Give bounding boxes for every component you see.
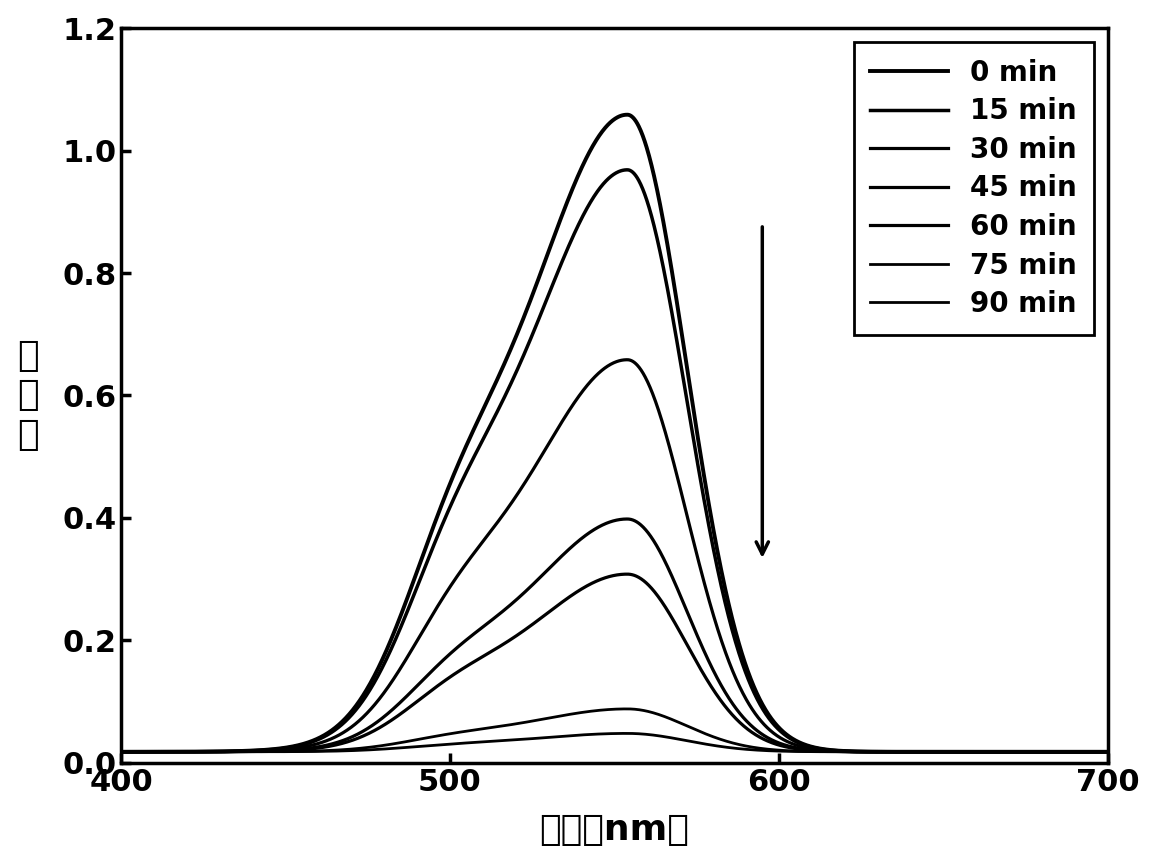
0 min [1073, 746, 1087, 757]
Legend: 0 min, 15 min, 30 min, 45 min, 60 min, 75 min, 90 min: 0 min, 15 min, 30 min, 45 min, 60 min, 7… [853, 42, 1094, 334]
45 min [891, 746, 905, 757]
75 min [1073, 746, 1087, 757]
90 min [620, 728, 633, 739]
30 min [1072, 746, 1085, 757]
15 min [594, 181, 608, 192]
0 min [568, 179, 581, 189]
0 min [891, 746, 905, 757]
75 min [594, 705, 608, 715]
30 min [1073, 746, 1087, 757]
90 min [114, 746, 128, 757]
60 min [114, 746, 128, 757]
45 min [1072, 746, 1085, 757]
Line: 90 min: 90 min [121, 734, 1107, 752]
Line: 45 min: 45 min [121, 519, 1107, 752]
15 min [620, 165, 633, 175]
45 min [114, 746, 128, 757]
15 min [1101, 746, 1114, 757]
15 min [568, 228, 581, 238]
30 min [164, 746, 178, 757]
45 min [568, 539, 581, 550]
75 min [114, 746, 128, 757]
60 min [1072, 746, 1085, 757]
60 min [620, 569, 633, 580]
90 min [594, 728, 608, 739]
Line: 15 min: 15 min [121, 170, 1107, 752]
0 min [1072, 746, 1085, 757]
15 min [1072, 746, 1085, 757]
90 min [1072, 746, 1085, 757]
30 min [114, 746, 128, 757]
75 min [620, 703, 633, 714]
90 min [164, 746, 178, 757]
15 min [891, 746, 905, 757]
30 min [594, 366, 608, 377]
0 min [620, 110, 633, 120]
60 min [1101, 746, 1114, 757]
75 min [568, 708, 581, 719]
90 min [891, 746, 905, 757]
75 min [164, 746, 178, 757]
Line: 60 min: 60 min [121, 575, 1107, 752]
75 min [891, 746, 905, 757]
15 min [1073, 746, 1087, 757]
45 min [620, 514, 633, 524]
0 min [114, 746, 128, 757]
45 min [1101, 746, 1114, 757]
Y-axis label: 吸
光
度: 吸 光 度 [16, 339, 38, 452]
45 min [164, 746, 178, 757]
15 min [114, 746, 128, 757]
X-axis label: 波长（nm）: 波长（nm） [540, 813, 689, 848]
0 min [1101, 746, 1114, 757]
30 min [568, 397, 581, 408]
90 min [1101, 746, 1114, 757]
60 min [164, 746, 178, 757]
60 min [1073, 746, 1087, 757]
75 min [1101, 746, 1114, 757]
75 min [1072, 746, 1085, 757]
0 min [594, 128, 608, 138]
60 min [568, 588, 581, 599]
Line: 0 min: 0 min [121, 115, 1107, 752]
90 min [1073, 746, 1087, 757]
60 min [594, 575, 608, 585]
0 min [164, 746, 178, 757]
60 min [891, 746, 905, 757]
30 min [620, 354, 633, 365]
45 min [594, 521, 608, 531]
30 min [1101, 746, 1114, 757]
15 min [164, 746, 178, 757]
Line: 75 min: 75 min [121, 708, 1107, 752]
90 min [568, 730, 581, 740]
Line: 30 min: 30 min [121, 359, 1107, 752]
45 min [1073, 746, 1087, 757]
30 min [891, 746, 905, 757]
